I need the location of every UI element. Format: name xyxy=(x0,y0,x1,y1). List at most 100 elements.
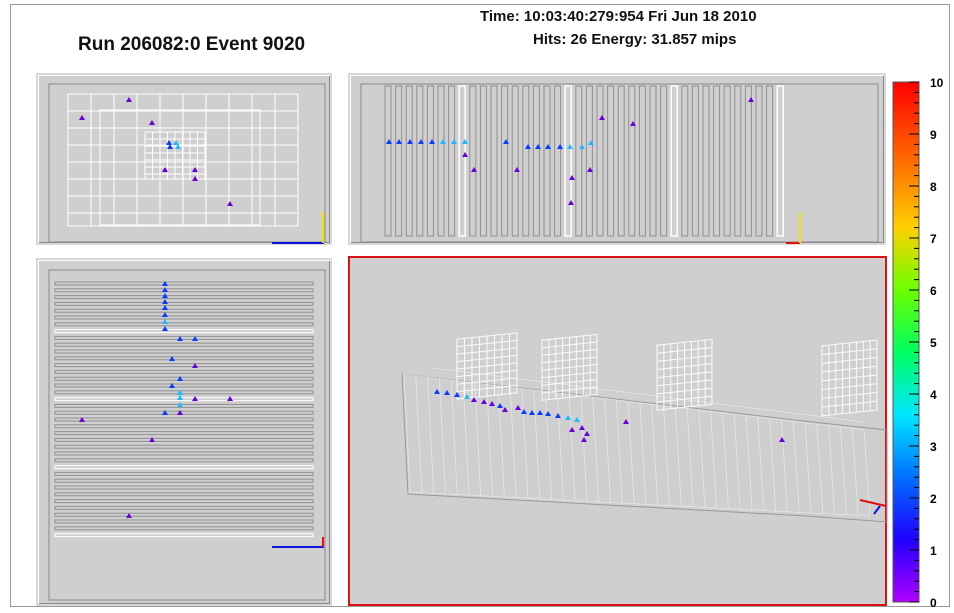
hit-marker xyxy=(568,200,574,205)
hit-marker xyxy=(584,431,590,436)
hit-marker xyxy=(149,120,155,125)
hit-marker xyxy=(444,390,450,395)
hit-marker xyxy=(565,415,571,420)
hit-marker xyxy=(192,363,198,368)
color-scale-label: 9 xyxy=(930,128,937,142)
hit-marker xyxy=(418,139,424,144)
front-view-grid xyxy=(48,83,326,243)
hit-marker xyxy=(79,417,85,422)
hit-marker xyxy=(162,319,168,324)
hit-marker xyxy=(567,144,573,149)
hit-marker xyxy=(440,139,446,144)
hit-marker xyxy=(175,144,181,149)
hit-marker xyxy=(396,139,402,144)
color-scale-label: 5 xyxy=(930,336,937,350)
hit-marker xyxy=(177,376,183,381)
hit-marker xyxy=(429,139,435,144)
hit-marker xyxy=(537,410,543,415)
hit-marker xyxy=(588,140,594,145)
hit-marker xyxy=(434,389,440,394)
hit-marker xyxy=(169,383,175,388)
hit-marker xyxy=(162,299,168,304)
hit-marker xyxy=(623,419,629,424)
run-event-title: Run 206082:0 Event 9020 xyxy=(78,34,306,55)
side-view-hits xyxy=(386,97,754,205)
detector-geometry xyxy=(401,332,888,523)
x-axis-marker xyxy=(873,505,881,515)
event-display-canvas xyxy=(10,4,950,607)
event-time: Time: 10:03:40:279:954 Fri Jun 18 2010 xyxy=(480,8,757,25)
hit-marker xyxy=(173,140,179,145)
hit-marker xyxy=(451,139,457,144)
hit-marker xyxy=(471,397,477,402)
hit-marker xyxy=(579,144,585,149)
hit-marker xyxy=(557,144,563,149)
hit-marker xyxy=(227,201,233,206)
front-view-panel[interactable] xyxy=(36,73,332,245)
color-scale-label: 8 xyxy=(930,180,937,194)
hit-marker xyxy=(162,305,168,310)
hit-marker xyxy=(497,403,503,408)
hit-marker xyxy=(126,97,132,102)
hit-marker xyxy=(177,395,183,400)
hit-marker xyxy=(481,399,487,404)
3d-view-panel[interactable] xyxy=(348,256,888,606)
hit-marker xyxy=(149,437,155,442)
hit-marker xyxy=(503,139,509,144)
hit-marker xyxy=(569,175,575,180)
hit-marker xyxy=(502,407,508,412)
top-view-hits xyxy=(79,281,233,518)
hit-marker xyxy=(407,139,413,144)
front-view-plot xyxy=(48,83,326,244)
hit-marker xyxy=(169,356,175,361)
hit-marker xyxy=(454,392,460,397)
hit-marker xyxy=(462,139,468,144)
color-scale-label: 10 xyxy=(930,76,944,90)
color-scale-ticks xyxy=(909,81,919,603)
hit-marker xyxy=(162,326,168,331)
hit-marker xyxy=(177,336,183,341)
hit-marker xyxy=(227,396,233,401)
color-scale-label: 4 xyxy=(930,388,937,402)
side-view-plot xyxy=(360,83,879,244)
top-view-panel[interactable] xyxy=(36,258,332,606)
color-scale-label: 2 xyxy=(930,492,937,506)
hit-marker xyxy=(779,437,785,442)
top-view-grid xyxy=(48,269,326,601)
side-view-panel[interactable] xyxy=(348,73,886,245)
hit-marker xyxy=(569,427,575,432)
hit-marker xyxy=(464,394,470,399)
hit-marker xyxy=(529,410,535,415)
hit-marker xyxy=(166,140,172,145)
3d-view-hits xyxy=(434,389,785,442)
hit-marker xyxy=(162,281,168,286)
z-axis-marker xyxy=(859,499,887,507)
hit-marker xyxy=(79,115,85,120)
energy-color-scale: 10 9 8 7 6 5 4 3 2 1 0 xyxy=(892,76,944,610)
hits-energy-summary: Hits: 26 Energy: 31.857 mips xyxy=(533,31,737,48)
hit-marker xyxy=(462,152,468,157)
hit-marker xyxy=(162,312,168,317)
hit-marker xyxy=(748,97,754,102)
hit-marker xyxy=(192,336,198,341)
hit-marker xyxy=(162,287,168,292)
3d-view-plot xyxy=(401,332,888,523)
hit-marker xyxy=(162,410,168,415)
hit-marker xyxy=(599,115,605,120)
hit-marker xyxy=(386,139,392,144)
color-scale-label: 3 xyxy=(930,440,937,454)
color-scale-label: 0 xyxy=(930,596,937,610)
color-scale-label: 1 xyxy=(930,544,937,558)
hit-marker xyxy=(514,167,520,172)
hit-marker xyxy=(525,144,531,149)
hit-marker xyxy=(192,176,198,181)
hit-marker xyxy=(162,293,168,298)
hit-marker xyxy=(192,396,198,401)
hit-marker xyxy=(521,409,527,414)
hit-marker xyxy=(579,425,585,430)
hit-marker xyxy=(545,144,551,149)
hit-marker xyxy=(581,437,587,442)
hit-marker xyxy=(192,167,198,172)
hit-marker xyxy=(574,417,580,422)
